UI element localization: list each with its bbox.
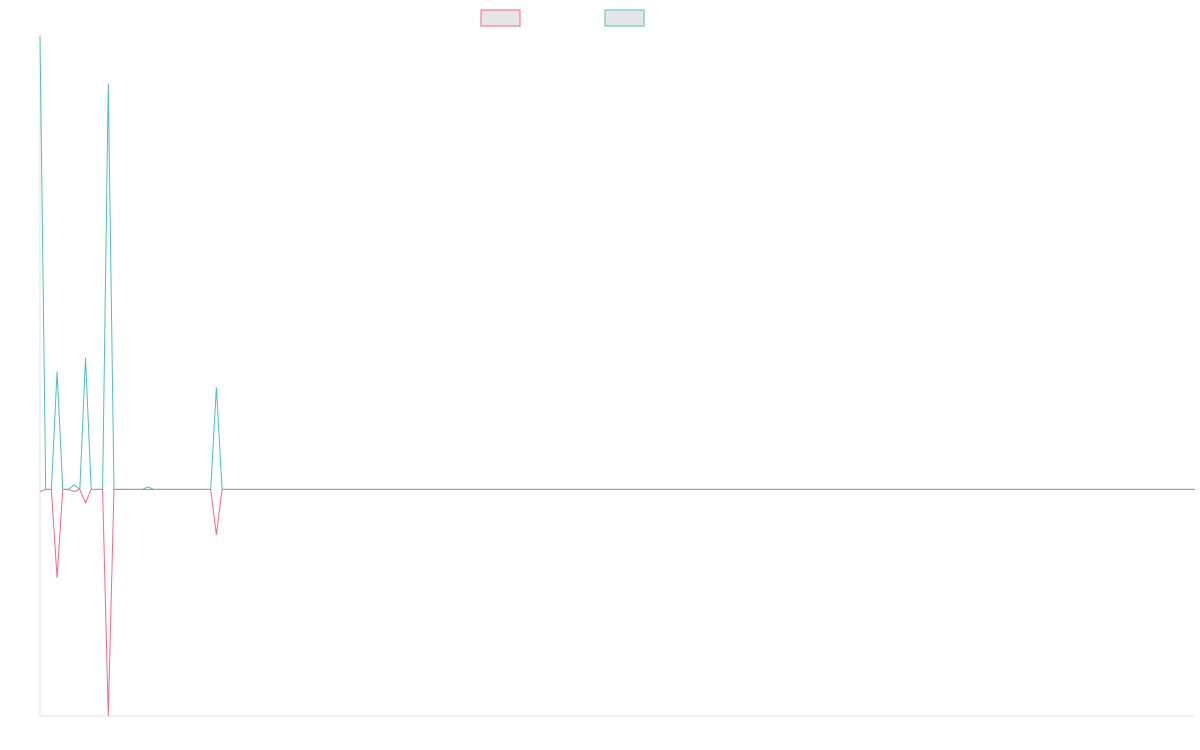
legend-swatch [604,9,645,27]
legend-swatch [480,9,521,27]
series-line [39,488,1195,717]
series-line [39,35,1195,491]
